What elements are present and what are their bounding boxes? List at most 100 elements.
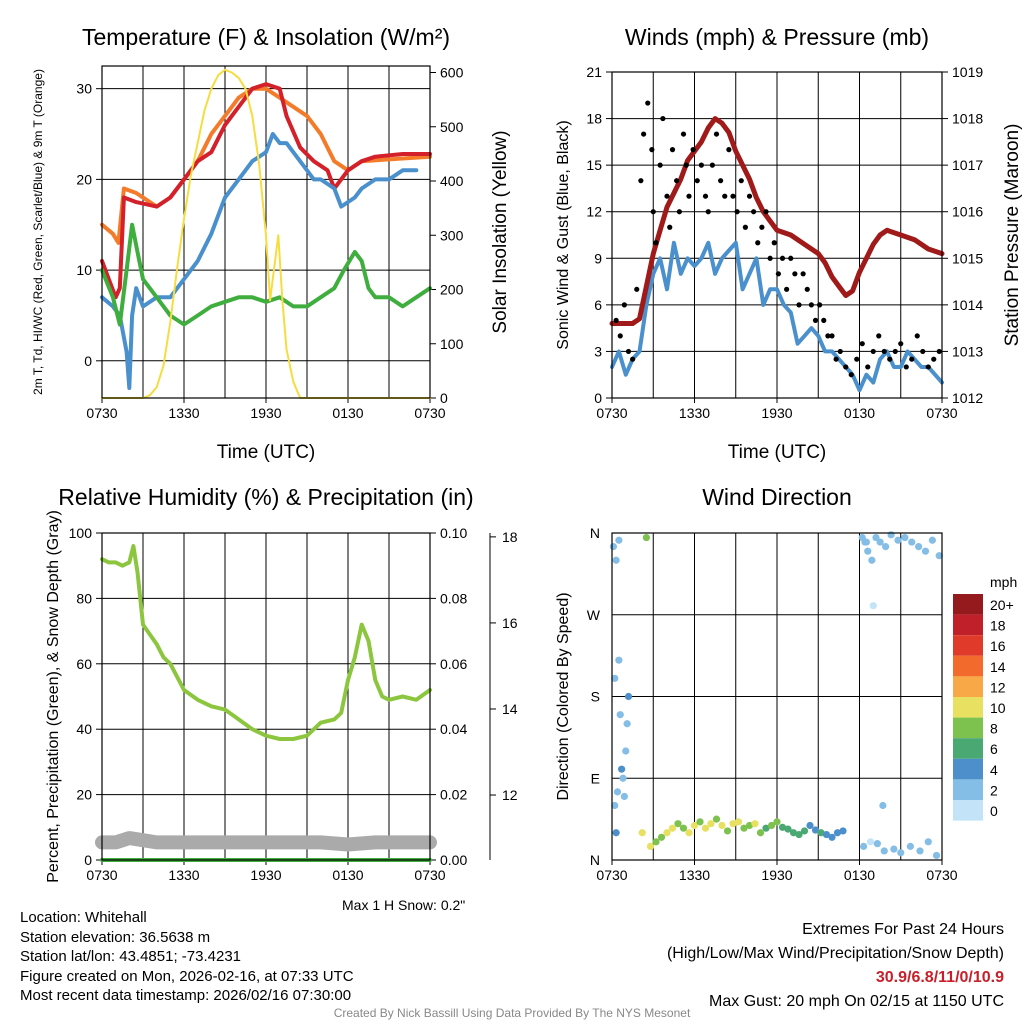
gust-point [641, 131, 647, 137]
gust-point [771, 240, 777, 246]
direction-point [866, 838, 875, 846]
direction-point [707, 820, 715, 828]
plot-frame [101, 65, 431, 399]
gust-point [726, 147, 732, 153]
direction-point [712, 815, 721, 823]
y-tick-label: 100 [69, 525, 93, 541]
x-tick-label: 0730 [926, 867, 957, 883]
y-tick-label: E [591, 770, 600, 786]
direction-point [696, 818, 704, 826]
x-tick-label: 0730 [596, 405, 627, 421]
direction-point [828, 833, 836, 841]
direction-point [690, 821, 699, 830]
direction-point [616, 711, 624, 719]
y2-tick-label: 400 [440, 173, 464, 189]
y2-tick-label: 100 [440, 336, 464, 352]
direction-point [773, 818, 781, 826]
direction-point [624, 692, 633, 701]
gust-point [759, 224, 765, 230]
gust-point [709, 162, 715, 168]
y2-tick-label: 1018 [952, 111, 983, 127]
x-tick-label: 1330 [168, 405, 199, 421]
direction-point [615, 656, 623, 664]
y-tick-label: 80 [76, 590, 92, 606]
legend-swatch [953, 594, 983, 615]
direction-point [756, 829, 765, 837]
direction-point [657, 833, 666, 841]
gust-point [755, 240, 761, 246]
gust-point [645, 100, 651, 106]
legend-swatch [953, 738, 983, 759]
x-tick-label: 0130 [844, 867, 875, 883]
gust-point [931, 356, 937, 362]
gust-point [848, 372, 854, 378]
gust-point [705, 209, 711, 215]
direction-point [800, 827, 809, 835]
y2-tick-label: 500 [440, 119, 464, 135]
legend-label: 14 [990, 659, 1006, 675]
direction-point [652, 838, 660, 846]
gust-point [713, 131, 720, 137]
y2-tick-label: 0.06 [440, 656, 467, 672]
direction-point [620, 792, 628, 801]
gust-point [746, 193, 753, 199]
direction-point [612, 829, 620, 837]
series-line-9m-t [100, 86, 432, 245]
max-snow-text: Max 1 H Snow: 0.2" [342, 897, 466, 913]
plot-frame [101, 532, 431, 861]
direction-point [879, 801, 887, 810]
direction-point [646, 842, 655, 850]
direction-point [795, 830, 803, 839]
gust-point [694, 178, 700, 184]
legend-label: 6 [990, 741, 998, 757]
direction-point [618, 765, 626, 773]
x-axis-label: Time (UTC) [217, 442, 316, 463]
direction-point [935, 552, 943, 560]
gust-point [808, 302, 814, 308]
gust-point [788, 255, 794, 261]
legend-label: 0 [990, 803, 998, 819]
recent-timestamp-text: Most recent data timestamp: 2026/02/16 0… [20, 987, 352, 1004]
y2-tick-label: 0.02 [440, 787, 467, 803]
gust-point [664, 193, 670, 199]
gust-point [649, 147, 655, 153]
gust-point [784, 286, 790, 292]
gust-point [859, 341, 865, 347]
x-tick-label: 0130 [844, 405, 875, 421]
gust-point [829, 333, 835, 339]
y2-tick-label: 1012 [952, 390, 983, 406]
direction-point [778, 823, 787, 831]
max-gust-text: Max Gust: 20 mph On 02/15 at 1150 UTC [709, 993, 1004, 1010]
y3-tick-label: 12 [502, 787, 518, 803]
direction-point [615, 536, 623, 544]
legend-swatch [953, 655, 983, 677]
gust-point [843, 364, 849, 370]
direction-point [622, 747, 630, 755]
y-axis-label: 2m T, Td, HI/WC (Red, Green, Scarlet/Blu… [31, 69, 45, 395]
legend-label: 2 [990, 782, 998, 798]
gust-point [625, 348, 632, 355]
y-tick-label: 30 [76, 81, 92, 97]
y-axis-label: Direction (Colored By Speed) [555, 592, 572, 800]
gust-point [865, 364, 871, 370]
legend-label: 4 [990, 762, 998, 778]
x-tick-label: 1930 [250, 405, 281, 421]
gust-point [613, 317, 619, 323]
gust-point [630, 356, 636, 362]
direction-point [663, 829, 671, 837]
y-axis-label: Percent, Precipitation (Green), & Snow D… [45, 510, 62, 883]
series-line-solar-insolation [101, 68, 431, 399]
direction-point [789, 829, 798, 837]
direction-point [873, 840, 881, 848]
gust-point [674, 178, 680, 184]
gust-point [698, 162, 704, 168]
direction-point [762, 824, 770, 832]
gust-point [812, 317, 819, 323]
y-tick-label: 3 [594, 343, 602, 359]
y-tick-label: 0 [84, 852, 92, 868]
direction-point [729, 820, 737, 828]
chart-title: Temperature (F) & Insolation (W/m²) [82, 24, 450, 50]
x-tick-label: 1330 [679, 405, 710, 421]
y2-tick-label: 1019 [952, 64, 983, 80]
